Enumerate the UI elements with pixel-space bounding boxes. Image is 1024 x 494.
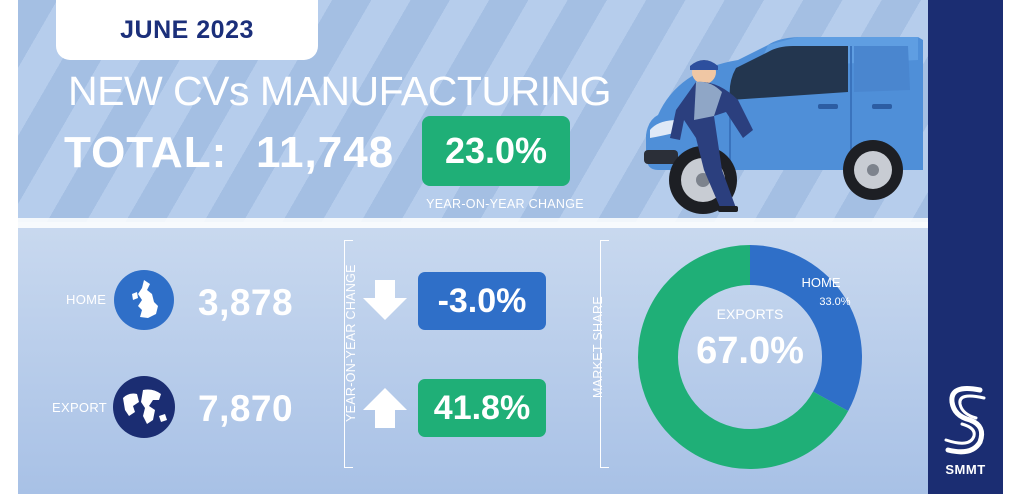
date-badge: JUNE 2023 bbox=[56, 0, 318, 60]
home-change-badge: -3.0% bbox=[418, 272, 546, 330]
home-label: HOME bbox=[66, 292, 107, 307]
van-mechanic-illustration bbox=[644, 37, 923, 214]
share-axis-label: MARKET SHARE bbox=[591, 296, 605, 399]
exports-share-name: EXPORTS bbox=[716, 306, 784, 322]
uk-map-icon bbox=[114, 270, 174, 330]
brand-name: SMMT bbox=[945, 462, 986, 477]
donut-slice-home bbox=[750, 245, 862, 411]
infographic: JUNE 2023 NEW CVs MANUFACTURING TOTAL: 1… bbox=[18, 0, 1003, 494]
share-bracket bbox=[600, 240, 609, 468]
yoy-caption: YEAR-ON-YEAR CHANGE bbox=[426, 197, 584, 211]
up-arrow-icon bbox=[363, 388, 407, 428]
change-bracket bbox=[344, 240, 353, 468]
home-share-name: HOME bbox=[801, 275, 841, 290]
donut-slice-exports bbox=[638, 245, 849, 469]
total-label: TOTAL: bbox=[64, 128, 228, 177]
yoy-badge: 23.0% bbox=[422, 116, 570, 186]
home-value: 3,878 bbox=[198, 282, 294, 323]
smmt-logo-icon bbox=[944, 386, 986, 455]
exports-share-value: 67.0% bbox=[696, 330, 804, 372]
down-arrow-icon bbox=[363, 280, 407, 320]
change-axis-label: YEAR-ON-YEAR CHANGE bbox=[344, 264, 358, 422]
market-share-donut bbox=[638, 245, 862, 469]
export-label: EXPORT bbox=[52, 400, 108, 415]
export-change-badge: 41.8% bbox=[418, 379, 546, 437]
total-value: 11,748 bbox=[256, 128, 395, 177]
headline: NEW CVs MANUFACTURING bbox=[68, 68, 612, 114]
home-share-value: 33.0% bbox=[819, 296, 851, 308]
globe-icon bbox=[113, 376, 175, 438]
export-value: 7,870 bbox=[198, 388, 294, 429]
divider bbox=[18, 218, 928, 228]
